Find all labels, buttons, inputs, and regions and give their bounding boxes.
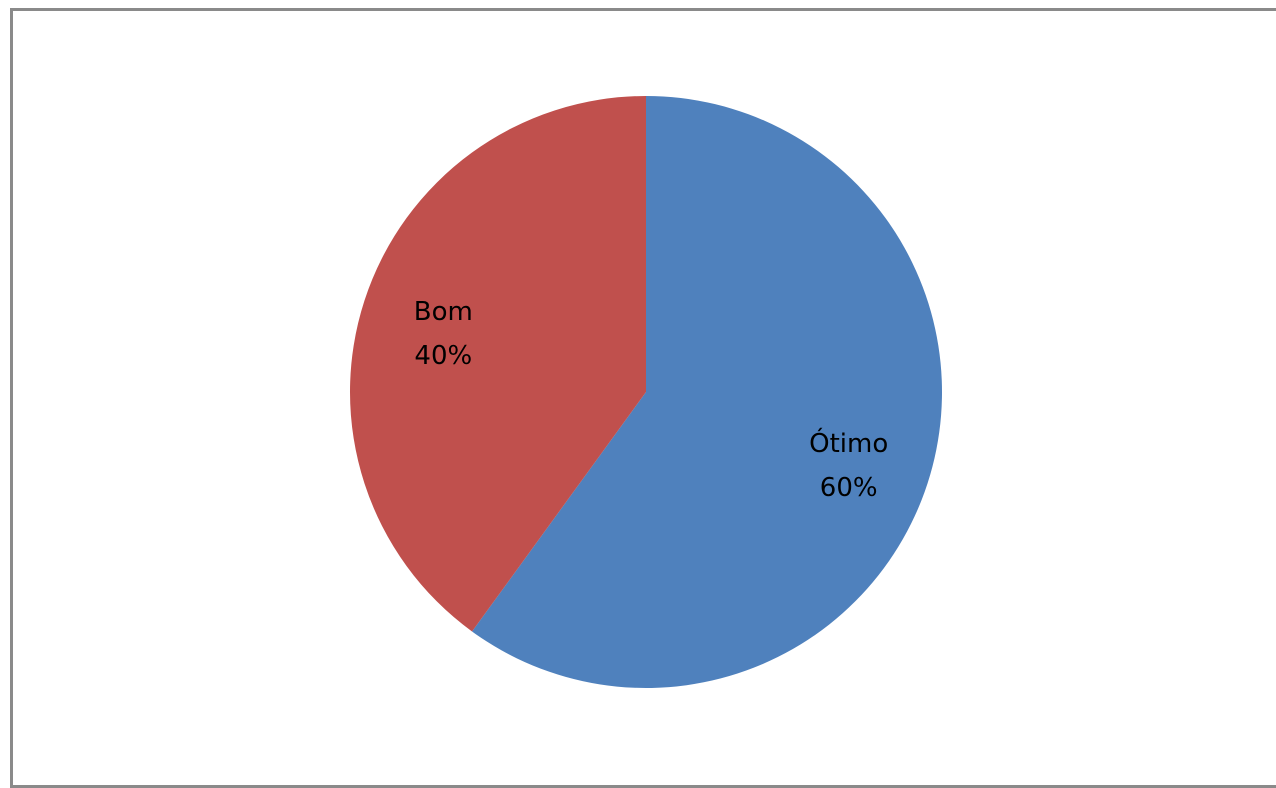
slice-percent-label: 60% bbox=[820, 473, 878, 503]
slice-category-label: Bom bbox=[414, 297, 473, 327]
pie-slices bbox=[349, 96, 942, 688]
slice-percent-label: 40% bbox=[414, 341, 472, 371]
pie-slice-1 bbox=[472, 96, 942, 688]
pie-slice-2 bbox=[349, 96, 646, 632]
slice-category-label: Ótimo bbox=[809, 427, 888, 459]
pie-labels: Ótimo 60% Bom 40% bbox=[414, 297, 888, 503]
